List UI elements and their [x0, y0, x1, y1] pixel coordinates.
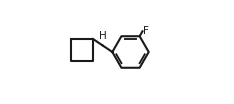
Text: H: H: [99, 31, 106, 41]
Text: F: F: [143, 26, 149, 36]
